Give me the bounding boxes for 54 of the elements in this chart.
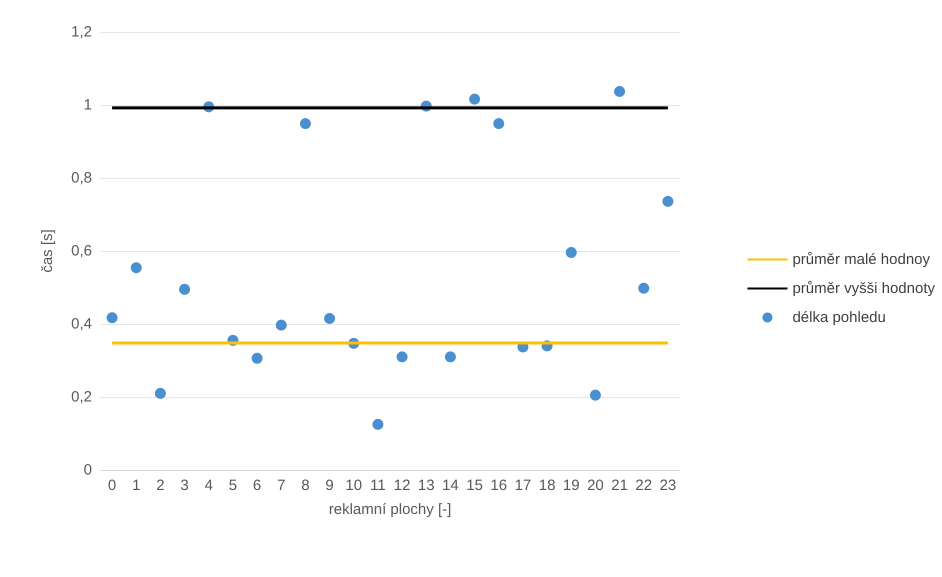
y-tick-label: 0,8 [71,170,92,186]
y-tick-label: 0,2 [71,388,92,406]
point [300,118,311,130]
y-tick-label: 0,6 [71,242,92,260]
x-tick-label: 1 [132,477,140,494]
x-tick-label: 19 [562,477,580,494]
x-tick-label: 8 [301,477,310,494]
x-tick-label: 4 [204,477,213,494]
x-tick-label: 11 [370,477,386,494]
x-tick-label: 5 [228,477,238,494]
point [396,351,408,362]
legend-label: délka pohledu [792,309,886,326]
x-tick-label: 15 [466,477,483,494]
x-tick-label: 18 [538,477,556,494]
x-tick-label: 12 [394,477,410,494]
legend-label: průměr malé hodnoy [792,251,931,268]
x-tick-label: 10 [345,477,362,494]
x-tick-label: 13 [418,477,435,494]
x-tick-label: 16 [490,477,508,494]
x-tick-label: 7 [277,477,286,494]
point [469,94,480,105]
point [154,388,166,399]
x-tick-label: 22 [635,477,652,494]
point [638,282,650,294]
x-tick-label: 6 [252,477,262,494]
point [566,246,577,258]
legend-label: průměr vyšši hodnoty [792,280,936,297]
y-tick-label: 1 [84,96,92,114]
point [444,351,456,362]
y-tick-label: 0 [84,462,92,478]
x-tick-label: 14 [442,477,459,494]
point [179,284,190,295]
point [324,313,336,324]
point [130,262,142,274]
point [590,390,601,401]
x-tick-label: 9 [325,477,334,494]
y-tick-label: 1,2 [71,24,92,40]
x-tick-label: 21 [611,477,628,494]
point [662,196,674,207]
x-tick-label: 3 [180,477,189,494]
x-tick-label: 20 [587,477,604,494]
x-tick-label: 0 [108,477,116,494]
x-axis-title: reklamní plochy [-] [328,501,452,518]
point [372,418,384,430]
point [493,118,504,130]
x-tick-label: 17 [514,477,532,494]
point [614,86,626,97]
x-tick-label: 2 [156,477,165,494]
point [276,320,287,331]
y-tick-label: 0,4 [71,316,92,332]
x-tick-label: 23 [660,477,676,494]
point [252,352,263,364]
point [106,312,118,324]
y-axis-title: čas [s] [39,229,56,273]
